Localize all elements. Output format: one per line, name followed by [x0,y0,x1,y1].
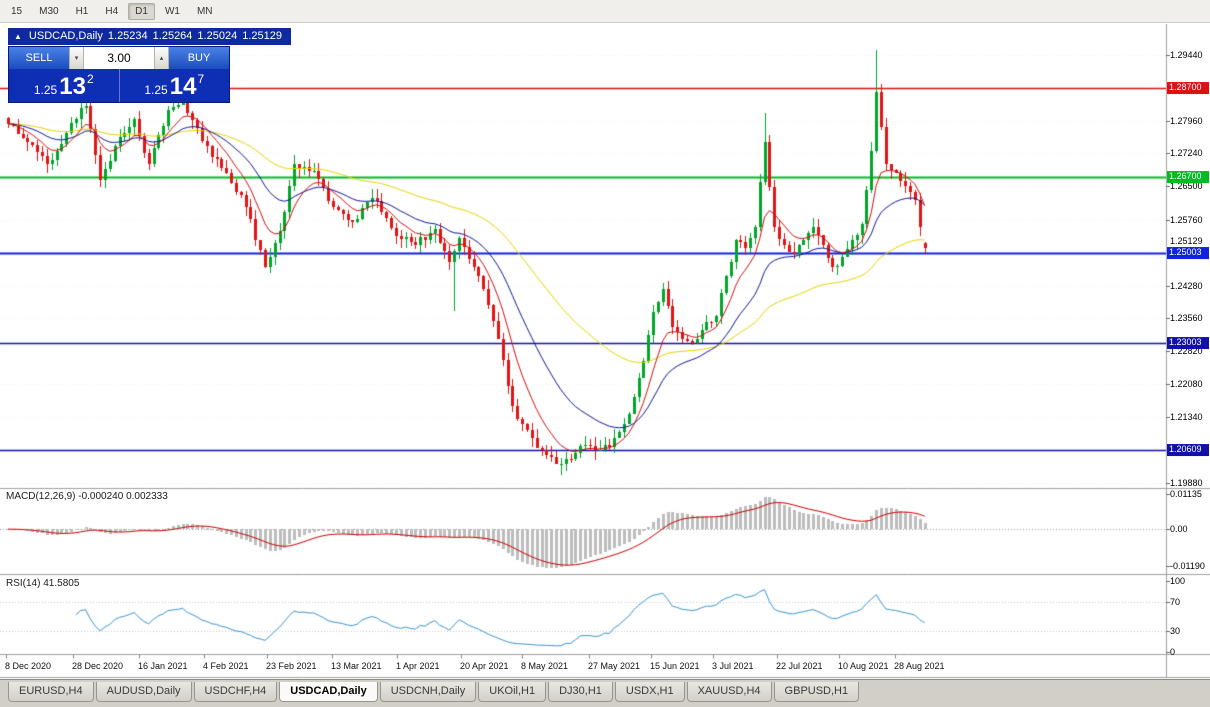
collapse-icon[interactable]: ▲ [14,31,22,41]
date-axis-label: 20 Apr 2021 [460,661,509,671]
price-axis-tick: 1.19880 [1170,477,1203,488]
date-axis-label: 28 Dec 2020 [72,661,124,671]
timeframe-w1-button[interactable]: W1 [164,5,180,17]
ask-price-prefix: 1.25 [144,83,168,98]
date-axis-label: 16 Jan 2021 [138,661,188,671]
rsi-axis-tick: 0 [1170,647,1176,657]
tab-usdcnh-daily[interactable]: USDCNH,Daily [379,682,477,702]
ohlc-open: 1.25234 [107,30,148,42]
bid-price-big: 13 [59,73,86,101]
date-axis-label: 27 May 2021 [588,661,641,671]
timeframe-h4-button[interactable]: H4 [105,5,119,17]
ask-price-sup: 7 [197,72,205,86]
tab-audusd-daily[interactable]: AUDUSD,Daily [95,682,192,702]
chart-title-bar[interactable]: ▲ USDCAD,Daily 1.25234 1.25264 1.25024 1… [8,28,291,45]
tab-gbpusd-h1[interactable]: GBPUSD,H1 [773,682,860,702]
one-click-trading-panel: SELL ▾ 3.00 ▴ BUY 1.25 13 2 1.25 14 7 [8,46,230,103]
price-level-tag: 1.25003 [1167,247,1209,260]
price-axis-tick: 1.26500 [1170,181,1203,192]
sell-button[interactable]: SELL [9,47,69,69]
price-level-tag: 1.28700 [1167,82,1209,94]
date-axis-label: 10 Aug 2021 [838,661,889,671]
tab-eurusd-h4[interactable]: EURUSD,H4 [8,682,94,702]
tab-usdx-h1[interactable]: USDX,H1 [614,682,685,702]
macd-axis-tick: -0.01190 [1170,561,1205,571]
tab-ukoil-h1[interactable]: UKOil,H1 [478,682,547,702]
price-axis-tick: 1.21340 [1170,412,1203,423]
tab-usdchf-h4[interactable]: USDCHF,H4 [193,682,278,702]
price-axis-tick: 1.27240 [1170,148,1203,159]
ask-price-big: 14 [169,73,197,101]
volume-decrease-button[interactable]: ▾ [69,47,84,69]
timeframe-toolbar: 15 M30 H1 H4 D1 W1 MN [0,0,1210,23]
price-level-tag: 1.23003 [1167,336,1209,349]
tab-xauusd-h4[interactable]: XAUUSD,H4 [686,682,772,702]
volume-increase-button[interactable]: ▴ [154,47,169,69]
tab-usdcad-daily[interactable]: USDCAD,Daily [279,682,378,702]
buy-button[interactable]: BUY [169,47,229,69]
ohlc-close: 1.25129 [242,30,282,42]
date-axis-label: 22 Jul 2021 [776,661,823,671]
timeframe-h1-button[interactable]: H1 [75,5,89,17]
timeframe-m30-button[interactable]: M30 [39,5,59,17]
chart-symbol-label: USDCAD,Daily [28,30,103,42]
date-axis-label: 3 Jul 2021 [712,661,754,671]
rsi-axis-tick: 100 [1170,576,1186,586]
rsi-axis-tick: 70 [1170,597,1181,608]
date-axis-label: 23 Feb 2021 [266,661,317,671]
tab-dj30-h1[interactable]: DJ30,H1 [548,682,613,702]
price-axis-tick: 1.27960 [1170,116,1203,127]
macd-axis-tick: 0.01135 [1170,489,1202,499]
rsi-header: RSI(14) 41.5805 [6,578,80,589]
ask-price[interactable]: 1.25 14 7 [118,69,230,102]
bid-price[interactable]: 1.25 13 2 [9,69,119,102]
price-axis-tick: 1.22820 [1170,346,1203,357]
price-level-tag: 1.20609 [1167,444,1209,456]
current-price-label: 1.25129 [1170,235,1203,246]
date-axis-label: 1 Apr 2021 [396,661,440,671]
macd-header: MACD(12,26,9) -0.000240 0.002333 [6,491,168,502]
price-axis-tick: 1.29440 [1170,49,1203,60]
price-axis-tick: 1.23560 [1170,312,1203,323]
date-axis-label: 8 May 2021 [521,661,569,671]
macd-axis-tick: 0.00 [1170,524,1188,535]
bid-price-sup: 2 [86,72,94,86]
timeframe-m15-button[interactable]: 15 [11,5,23,17]
price-axis-tick: 1.22080 [1170,379,1203,390]
date-axis-label: 8 Dec 2020 [5,661,52,671]
ohlc-low: 1.25024 [197,30,238,42]
date-axis-label: 13 Mar 2021 [331,661,382,671]
date-axis-label: 4 Feb 2021 [203,661,249,671]
price-axis-tick: 1.24280 [1170,280,1203,291]
date-axis-label: 28 Aug 2021 [894,661,945,671]
ohlc-high: 1.25264 [152,30,193,42]
price-axis-tick: 1.25760 [1170,214,1203,225]
rsi-axis-tick: 30 [1170,625,1181,636]
volume-input[interactable]: 3.00 [84,47,154,69]
chart-tab-strip: EURUSD,H4 AUDUSD,Daily USDCHF,H4 USDCAD,… [0,679,1210,707]
timeframe-d1-button[interactable]: D1 [128,2,155,20]
timeframe-mn-button[interactable]: MN [196,5,213,17]
price-level-tag: 1.26700 [1167,171,1209,184]
date-axis-label: 15 Jun 2021 [650,661,700,671]
bid-price-prefix: 1.25 [33,83,58,98]
